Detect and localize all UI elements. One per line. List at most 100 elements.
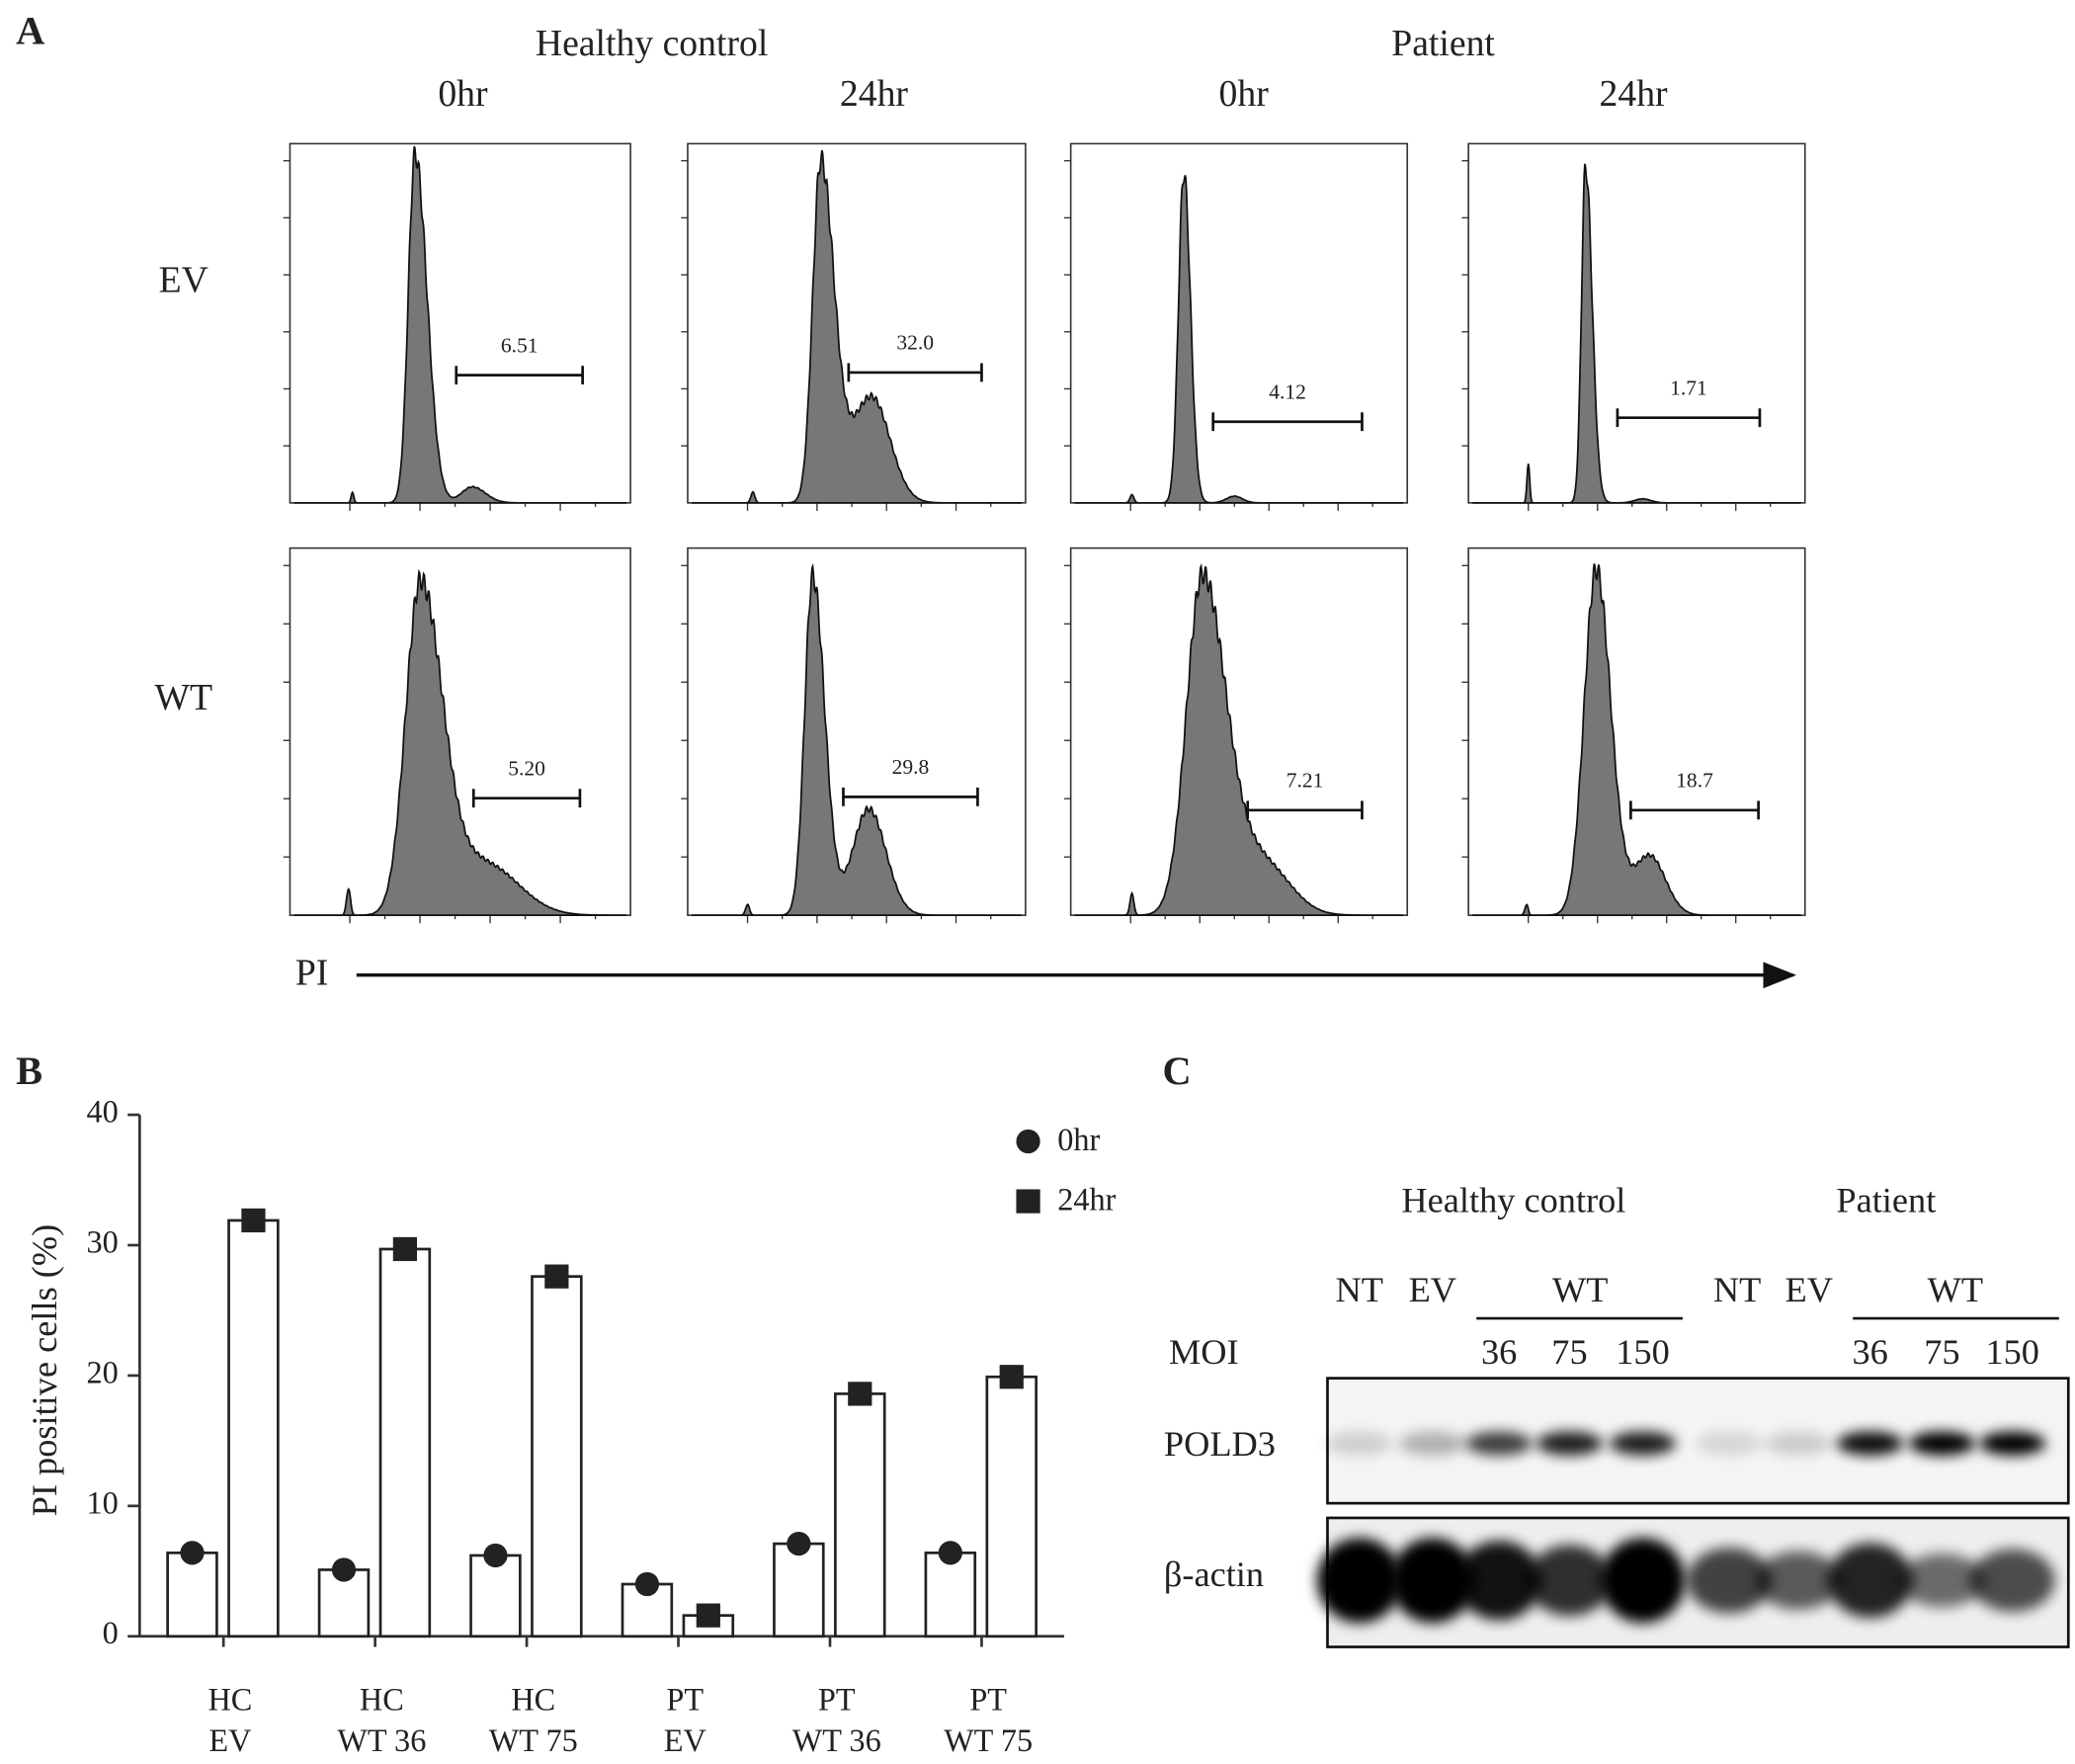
blot-band (1696, 1431, 1763, 1456)
plot-frame (1467, 142, 1806, 504)
point-marker (392, 1236, 418, 1262)
x-tick-label: WT 75 (489, 1722, 578, 1758)
bar (985, 1375, 1038, 1638)
blot-band (1326, 1431, 1393, 1456)
group-header: Healthy control (536, 23, 768, 64)
legend-marker (1016, 1129, 1040, 1154)
histogram (1074, 175, 1404, 504)
bar (227, 1218, 280, 1638)
point-marker (787, 1531, 811, 1556)
moi-value: 75 (1551, 1332, 1587, 1372)
point-marker (634, 1571, 660, 1597)
moi-value: 36 (1481, 1332, 1517, 1372)
moi-value: 36 (1853, 1332, 1888, 1372)
moi-value: 150 (1616, 1332, 1670, 1372)
gate-value: 1.71 (1670, 376, 1707, 399)
row-label: WT (154, 677, 212, 718)
histograms: 6.51 32.0 4.12 1.71 5.20 29.8 7.21 18.7 (283, 142, 1806, 924)
point-marker (241, 1208, 266, 1233)
blot-band (1979, 1431, 2046, 1456)
blot-band (1527, 1545, 1613, 1617)
point-marker (938, 1541, 962, 1565)
x-tick-label: EV (664, 1722, 706, 1758)
histogram (293, 568, 627, 917)
histogram (293, 145, 627, 504)
blot-band (1316, 1538, 1402, 1624)
panel-label: B (16, 1049, 42, 1093)
x-tick-label: WT 36 (337, 1722, 426, 1758)
x-tick-label: PT (818, 1681, 856, 1717)
gate-value: 4.12 (1269, 379, 1306, 403)
histogram (1472, 163, 1801, 504)
x-tick-label: EV (208, 1722, 251, 1758)
blot-band (1827, 1543, 1913, 1619)
bar (378, 1247, 432, 1638)
group-header: Healthy control (1401, 1181, 1625, 1220)
point-marker (999, 1365, 1024, 1389)
point-marker (544, 1264, 569, 1289)
y-tick-label: 30 (87, 1223, 119, 1259)
blot-band (1536, 1431, 1604, 1456)
blot-band (1899, 1553, 1985, 1608)
gate-value: 32.0 (896, 331, 934, 355)
point-marker (848, 1382, 872, 1406)
y-axis-label: PI positive cells (%) (25, 1224, 64, 1517)
legend-label: 0hr (1057, 1122, 1100, 1157)
blot-band (1389, 1538, 1475, 1624)
point-marker (483, 1543, 508, 1568)
blot-band (1765, 1431, 1832, 1456)
x-tick-label: HC (511, 1681, 555, 1717)
time-header: 0hr (438, 73, 488, 115)
y-tick-label: 0 (103, 1615, 119, 1650)
bar (531, 1275, 583, 1638)
bar (834, 1392, 886, 1638)
moi-value: 75 (1924, 1332, 1959, 1372)
gate-value: 6.51 (501, 333, 539, 357)
x-tick-label: HC (208, 1681, 252, 1717)
bar (924, 1551, 977, 1638)
blot-label: POLD3 (1164, 1424, 1276, 1464)
point-marker (696, 1603, 720, 1628)
x-tick-label: WT 75 (944, 1722, 1033, 1758)
legend-label: 24hr (1057, 1181, 1116, 1217)
blot-label: β-actin (1164, 1554, 1264, 1594)
plot-frame (1069, 142, 1409, 504)
blot-band (1837, 1431, 1904, 1456)
lane-label: NT (1713, 1270, 1761, 1309)
histogram (1074, 562, 1404, 917)
x-tick-label: PT (969, 1681, 1007, 1717)
histogram (692, 149, 1022, 504)
moi-label: MOI (1169, 1332, 1239, 1372)
gate-value: 18.7 (1676, 768, 1713, 792)
gate-value: 5.20 (508, 756, 545, 780)
panel-label: C (1163, 1049, 1192, 1093)
lane-label: WT (1928, 1270, 1983, 1309)
legend-marker (1016, 1189, 1040, 1214)
lane-label: WT (1552, 1270, 1608, 1309)
plot-frame (289, 142, 631, 504)
point-marker (180, 1541, 205, 1565)
histogram (1472, 563, 1801, 917)
group-header: Patient (1391, 23, 1495, 64)
bar (469, 1554, 522, 1638)
gate-value: 7.21 (1286, 768, 1324, 792)
blot-band (1456, 1540, 1542, 1621)
blot-band (1465, 1431, 1533, 1456)
lane-label: EV (1409, 1270, 1456, 1309)
gate-value: 29.8 (892, 755, 930, 779)
blot-band (1399, 1431, 1466, 1456)
x-tick-label: WT 36 (792, 1722, 881, 1758)
moi-value: 150 (1985, 1332, 2039, 1372)
western-blot: NT EV WT 36 75 150 NT EV WT 36 75 150 (1316, 1270, 2070, 1648)
time-header: 24hr (1600, 73, 1669, 115)
panel-label: A (16, 8, 44, 52)
y-tick-label: 40 (87, 1093, 119, 1129)
bar (166, 1551, 218, 1638)
x-tick-label: HC (360, 1681, 404, 1717)
blot-band (1600, 1538, 1686, 1624)
group-header: Patient (1836, 1181, 1936, 1220)
blot-band (1908, 1431, 1976, 1456)
blot-band (1969, 1549, 2055, 1613)
